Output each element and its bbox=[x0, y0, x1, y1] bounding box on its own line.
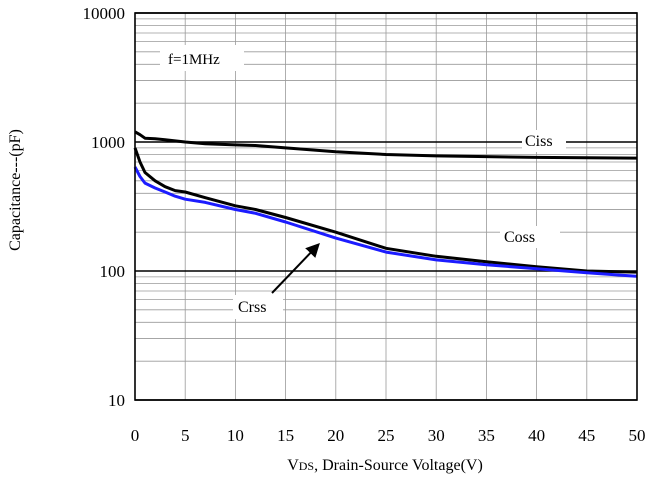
plot-frame bbox=[134, 12, 638, 401]
y-tick-label: 10000 bbox=[83, 4, 126, 23]
x-axis-label-rest: , Drain-Source Voltage(V) bbox=[314, 457, 483, 474]
x-axis-label-prefix: V bbox=[287, 457, 299, 474]
x-tick-label: 40 bbox=[528, 426, 545, 445]
x-tick-label: 35 bbox=[478, 426, 495, 445]
x-tick-label: 45 bbox=[578, 426, 595, 445]
annotation-frequency: f=1MHz bbox=[168, 52, 220, 68]
annotation-box bbox=[160, 45, 244, 71]
x-axis-label-subscript: DS bbox=[299, 459, 314, 473]
crss-arrow bbox=[271, 242, 320, 294]
y-tick-label: 1000 bbox=[91, 133, 125, 152]
x-tick-label: 25 bbox=[378, 426, 395, 445]
series-line-crss bbox=[133, 166, 638, 278]
series-line-ciss bbox=[134, 130, 638, 160]
series-line-coss bbox=[133, 147, 638, 274]
series-label-ciss-box bbox=[522, 130, 566, 152]
y-tick-labels: 10 100 1000 10000 bbox=[83, 4, 126, 410]
x-tick-label: 50 bbox=[629, 426, 646, 445]
x-tick-label: 0 bbox=[131, 426, 140, 445]
series-label-ciss: Ciss bbox=[525, 133, 553, 150]
series-label-crss: Crss bbox=[238, 299, 266, 316]
series-label-coss: Coss bbox=[504, 229, 535, 246]
y-tick-label: 100 bbox=[100, 262, 126, 281]
x-tick-label: 15 bbox=[277, 426, 294, 445]
x-tick-label: 10 bbox=[227, 426, 244, 445]
series-label-coss-box bbox=[500, 226, 560, 248]
series-label-crss-box bbox=[233, 295, 283, 319]
x-axis-label: VDS, Drain-Source Voltage(V) bbox=[287, 457, 483, 474]
x-tick-label: 5 bbox=[181, 426, 190, 445]
minor-grid bbox=[135, 13, 637, 400]
y-axis-label: Capacitance---(pF) bbox=[7, 129, 24, 251]
y-tick-label: 10 bbox=[108, 391, 125, 410]
x-tick-labels: 0 5 10 15 20 25 30 35 40 45 50 bbox=[131, 426, 646, 445]
x-tick-label: 20 bbox=[327, 426, 344, 445]
series-layer bbox=[133, 130, 638, 278]
x-tick-label: 30 bbox=[428, 426, 445, 445]
